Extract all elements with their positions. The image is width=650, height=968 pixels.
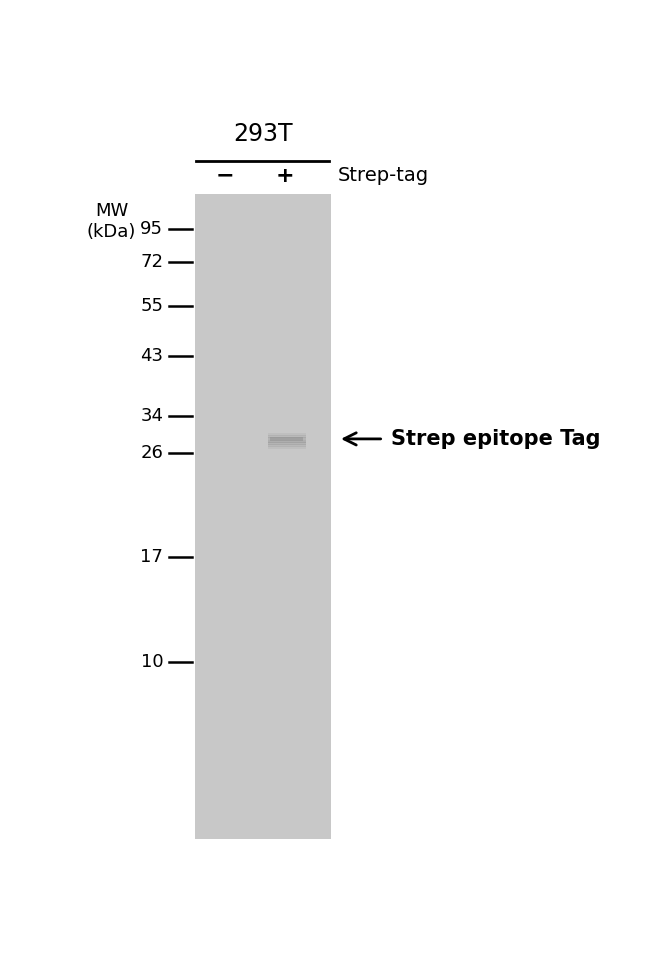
Text: 10: 10 [141,652,163,671]
Bar [268,439,306,442]
Text: −: − [216,166,234,186]
Bar [268,441,306,445]
Text: Strep-tag: Strep-tag [338,166,429,185]
Bar [270,437,303,440]
Text: MW
(kDa): MW (kDa) [87,202,136,241]
Text: 43: 43 [140,348,163,365]
Text: 72: 72 [140,253,163,270]
Text: 55: 55 [140,297,163,316]
Text: 17: 17 [140,549,163,566]
Text: +: + [276,166,294,186]
Bar [268,446,306,449]
Bar [268,444,306,447]
Text: Strep epitope Tag: Strep epitope Tag [391,429,601,449]
Text: 95: 95 [140,221,163,238]
Bar [268,436,306,439]
Text: 26: 26 [140,444,163,462]
Bar [268,438,306,440]
Bar [268,433,306,436]
Bar [194,195,331,839]
Text: 34: 34 [140,407,163,425]
Text: 293T: 293T [233,122,292,146]
